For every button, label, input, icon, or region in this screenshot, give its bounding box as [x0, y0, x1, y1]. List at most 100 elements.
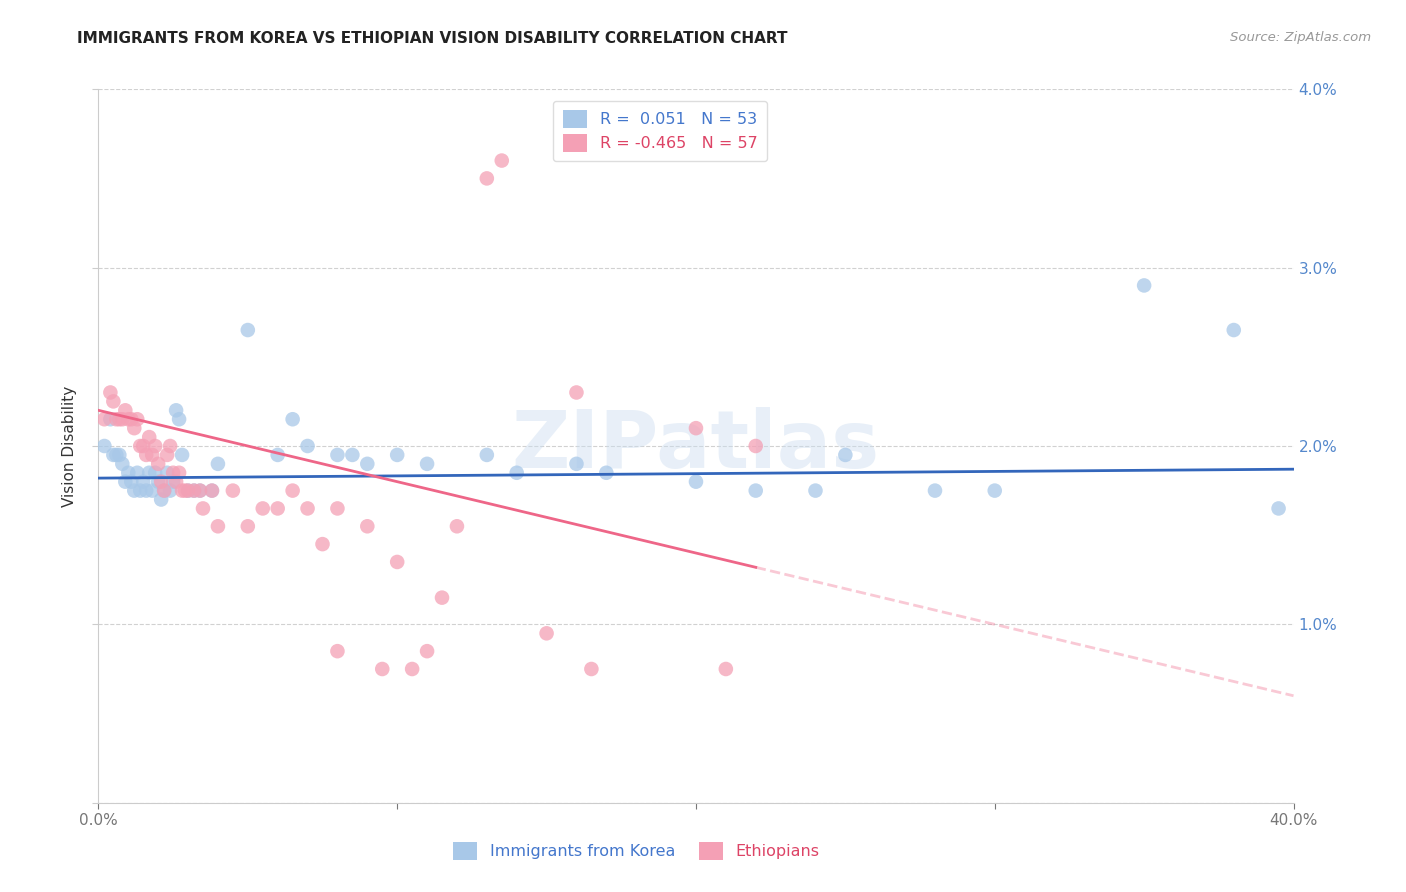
Point	[281, 483, 304, 498]
Point	[153, 483, 176, 498]
Point	[162, 466, 184, 480]
Point	[159, 483, 181, 498]
Point	[188, 483, 211, 498]
Point	[165, 475, 187, 489]
Point	[371, 662, 394, 676]
Point	[103, 394, 125, 409]
Point	[356, 457, 378, 471]
Y-axis label: Vision Disability: Vision Disability	[62, 385, 77, 507]
Point	[401, 662, 423, 676]
Point	[138, 430, 160, 444]
Point	[191, 501, 214, 516]
Point	[446, 519, 468, 533]
Point	[536, 626, 558, 640]
Point	[745, 439, 768, 453]
Point	[141, 483, 163, 498]
Legend: Immigrants from Korea, Ethiopians: Immigrants from Korea, Ethiopians	[447, 836, 825, 866]
Point	[108, 448, 131, 462]
Point	[267, 501, 290, 516]
Point	[132, 475, 155, 489]
Point	[326, 644, 349, 658]
Point	[165, 403, 187, 417]
Point	[267, 448, 290, 462]
Point	[98, 412, 122, 426]
Point	[141, 448, 163, 462]
Point	[1133, 278, 1156, 293]
Point	[326, 501, 349, 516]
Point	[103, 448, 125, 462]
Point	[236, 323, 259, 337]
Point	[132, 439, 155, 453]
Point	[222, 483, 245, 498]
Point	[127, 466, 149, 480]
Point	[98, 385, 122, 400]
Point	[565, 385, 588, 400]
Point	[117, 466, 139, 480]
Point	[475, 448, 498, 462]
Point	[385, 448, 409, 462]
Point	[207, 519, 229, 533]
Point	[745, 483, 768, 498]
Point	[135, 448, 157, 462]
Point	[475, 171, 498, 186]
Point	[177, 483, 200, 498]
Point	[506, 466, 529, 480]
Point	[356, 519, 378, 533]
Point	[491, 153, 513, 168]
Point	[416, 644, 439, 658]
Point	[138, 466, 160, 480]
Point	[1223, 323, 1246, 337]
Point	[326, 448, 349, 462]
Point	[183, 483, 205, 498]
Point	[143, 466, 166, 480]
Point	[172, 483, 194, 498]
Text: Source: ZipAtlas.com: Source: ZipAtlas.com	[1230, 31, 1371, 45]
Point	[105, 448, 128, 462]
Point	[120, 412, 142, 426]
Point	[311, 537, 333, 551]
Point	[714, 662, 737, 676]
Point	[93, 439, 115, 453]
Point	[581, 662, 603, 676]
Point	[156, 466, 179, 480]
Point	[281, 412, 304, 426]
Point	[111, 457, 134, 471]
Point	[167, 412, 190, 426]
Point	[156, 448, 179, 462]
Point	[93, 412, 115, 426]
Point	[114, 403, 136, 417]
Point	[236, 519, 259, 533]
Point	[385, 555, 409, 569]
Point	[1267, 501, 1289, 516]
Point	[183, 483, 205, 498]
Point	[129, 439, 152, 453]
Point	[148, 457, 170, 471]
Point	[124, 421, 146, 435]
Point	[108, 412, 131, 426]
Point	[135, 483, 157, 498]
Point	[595, 466, 617, 480]
Point	[177, 483, 200, 498]
Point	[207, 457, 229, 471]
Point	[297, 501, 319, 516]
Point	[984, 483, 1007, 498]
Point	[153, 483, 176, 498]
Point	[148, 475, 170, 489]
Point	[105, 412, 128, 426]
Point	[127, 412, 149, 426]
Point	[111, 412, 134, 426]
Point	[150, 475, 173, 489]
Point	[124, 483, 146, 498]
Point	[162, 475, 184, 489]
Point	[565, 457, 588, 471]
Text: ZIPatlas: ZIPatlas	[512, 407, 880, 485]
Point	[685, 475, 707, 489]
Point	[416, 457, 439, 471]
Point	[174, 483, 197, 498]
Point	[117, 412, 139, 426]
Point	[430, 591, 453, 605]
Point	[172, 448, 194, 462]
Point	[201, 483, 224, 498]
Point	[834, 448, 856, 462]
Point	[159, 439, 181, 453]
